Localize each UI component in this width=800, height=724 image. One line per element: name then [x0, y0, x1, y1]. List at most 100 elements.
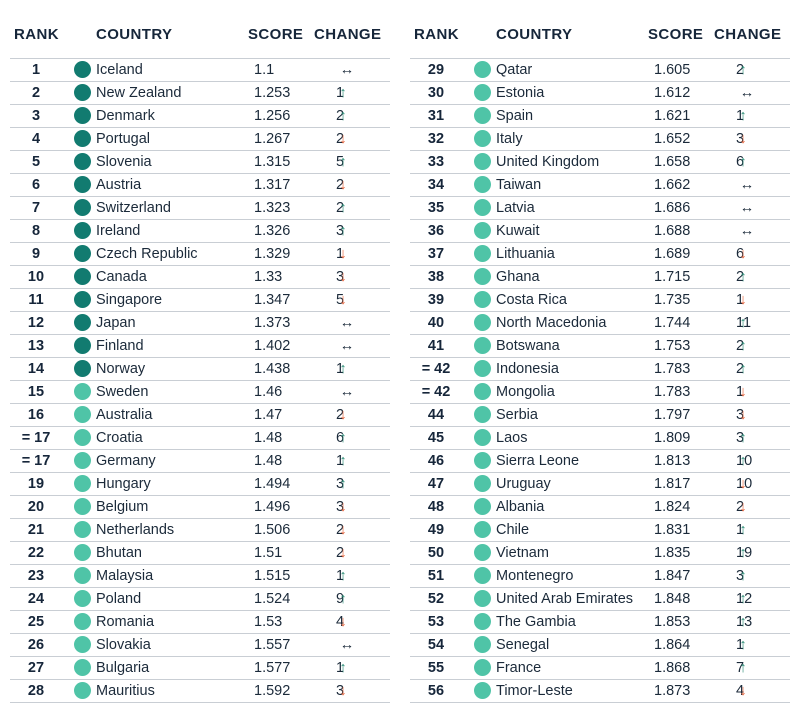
tier-dot-icon	[474, 107, 491, 124]
country-cell: Australia	[96, 407, 153, 423]
tier-dot-icon	[74, 682, 91, 699]
country-cell: Finland	[96, 338, 144, 354]
rank-cell: = 17	[21, 430, 51, 446]
score-cell: 1.329	[254, 246, 291, 262]
table-body-right: 29 Qatar 1.605 ↑ 2 30 Estonia 1.612 ↔ 31 Spain 1.62…	[410, 58, 790, 703]
table-row: 51 Montenegro 1.847 ↑ 3	[410, 565, 790, 588]
country-cell: The Gambia	[496, 614, 576, 630]
table-row: 34 Taiwan 1.662 ↔	[410, 174, 790, 197]
country-cell: Kuwait	[496, 223, 540, 239]
rank-cell: 55	[427, 660, 445, 676]
change-value: 10	[736, 476, 753, 492]
arrow-down-icon: ↓	[739, 131, 747, 147]
table-row: 5 Slovenia 1.315 ↑ 5	[10, 151, 390, 174]
arrow-down-icon: ↓	[339, 246, 347, 262]
table-row: 10 Canada 1.33 ↓ 3	[10, 266, 390, 289]
change-cell: ↑ 3	[736, 427, 747, 449]
table-row: 12 Japan 1.373 ↔	[10, 312, 390, 335]
rank-cell: 15	[27, 384, 45, 400]
rank-cell: = 17	[21, 453, 51, 469]
table-row: 19 Hungary 1.494 ↑ 3	[10, 473, 390, 496]
change-cell: ↓ 3	[336, 496, 347, 518]
score-header: SCORE	[648, 26, 704, 43]
tier-dot-icon	[474, 544, 491, 561]
change-value: 2	[736, 361, 745, 377]
table-row: 26 Slovakia 1.557 ↔	[10, 634, 390, 657]
table-row: 53 The Gambia 1.853 ↑ 13	[410, 611, 790, 634]
change-cell: ↓ 2	[336, 519, 347, 541]
score-cell: 1.662	[654, 177, 691, 193]
change-value: 3	[336, 223, 345, 239]
rank-cell: 20	[27, 499, 45, 515]
table-row: 37 Lithuania 1.689 ↓ 6	[410, 243, 790, 266]
table-header: RANK COUNTRY SCORE CHANGE	[410, 0, 790, 58]
score-cell: 1.813	[654, 453, 691, 469]
change-cell: ↑ 1	[736, 519, 747, 541]
arrow-up-icon: ↑	[339, 660, 347, 676]
rank-cell: 39	[427, 292, 445, 308]
score-cell: 1.735	[654, 292, 691, 308]
table-row: 6 Austria 1.317 ↓ 2	[10, 174, 390, 197]
change-value: 1	[736, 637, 745, 653]
country-cell: Spain	[496, 108, 534, 124]
country-cell: Canada	[96, 269, 147, 285]
tier-dot-icon	[474, 84, 491, 101]
table-row: 48 Albania 1.824 ↓ 2	[410, 496, 790, 519]
table-row: 46 Sierra Leone 1.813 ↑ 10	[410, 450, 790, 473]
score-cell: 1.744	[654, 315, 691, 331]
change-value: 1	[336, 85, 345, 101]
tier-dot-icon	[74, 636, 91, 653]
score-cell: 1.47	[254, 407, 283, 423]
arrow-down-icon: ↓	[739, 499, 747, 515]
tier-dot-icon	[74, 222, 91, 239]
country-cell: Taiwan	[496, 177, 542, 193]
arrow-down-icon: ↓	[739, 292, 747, 308]
tier-dot-icon	[74, 360, 91, 377]
tier-dot-icon	[474, 406, 491, 423]
score-cell: 1.347	[254, 292, 291, 308]
score-cell: 1.848	[654, 591, 691, 607]
country-cell: Czech Republic	[96, 246, 198, 262]
change-value: 1	[336, 361, 345, 377]
table-row: 31 Spain 1.621 ↑ 1	[410, 105, 790, 128]
change-cell: ↑ 10	[736, 450, 752, 472]
change-cell: ↓ 3	[336, 680, 347, 702]
change-value: 3	[736, 430, 745, 446]
arrow-up-icon: ↑	[739, 269, 747, 285]
country-cell: Uruguay	[496, 476, 551, 492]
country-cell: Indonesia	[496, 361, 559, 377]
country-cell: Bulgaria	[96, 660, 150, 676]
change-value: 6	[336, 430, 345, 446]
rank-cell: 32	[427, 131, 445, 147]
country-cell: Albania	[496, 499, 545, 515]
table-row: = 17 Germany 1.48 ↑ 1	[10, 450, 390, 473]
score-cell: 1.524	[254, 591, 291, 607]
change-value: 3	[336, 499, 345, 515]
tier-dot-icon	[474, 452, 491, 469]
change-cell: ↑ 12	[736, 588, 752, 610]
score-cell: 1.317	[254, 177, 291, 193]
rank-cell: 34	[427, 177, 445, 193]
tier-dot-icon	[74, 61, 91, 78]
tier-dot-icon	[474, 636, 491, 653]
tier-dot-icon	[474, 590, 491, 607]
change-value: 12	[736, 591, 753, 607]
table-row: 29 Qatar 1.605 ↑ 2	[410, 59, 790, 82]
rank-cell: 21	[27, 522, 45, 538]
tier-dot-icon	[474, 176, 491, 193]
tier-dot-icon	[74, 452, 91, 469]
tier-dot-icon	[74, 498, 91, 515]
country-cell: Denmark	[96, 108, 155, 124]
table-row: 40 North Macedonia 1.744 ↑ 11	[410, 312, 790, 335]
change-value: 19	[736, 545, 753, 561]
arrow-up-icon: ↑	[739, 614, 747, 630]
country-cell: Laos	[496, 430, 528, 446]
score-cell: 1.438	[254, 361, 291, 377]
change-value: 1	[736, 292, 745, 308]
table-row: 22 Bhutan 1.51 ↓ 2	[10, 542, 390, 565]
arrow-up-icon: ↑	[339, 568, 347, 584]
country-cell: Bhutan	[96, 545, 142, 561]
change-cell: ↑ 6	[336, 427, 347, 449]
table-row: = 42 Indonesia 1.783 ↑ 2	[410, 358, 790, 381]
no-change-icon: ↔	[339, 315, 355, 331]
